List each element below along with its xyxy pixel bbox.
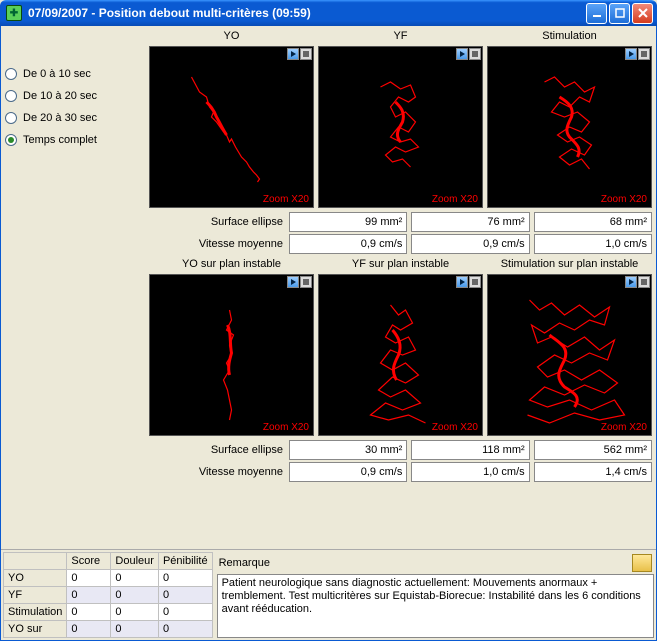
remark-edit-button[interactable] <box>632 554 652 572</box>
zoom-label: Zoom X20 <box>601 194 647 205</box>
score-header: Pénibilité <box>158 553 212 570</box>
chart-title: YO sur plan instable <box>149 258 314 272</box>
chart-stop-button[interactable] <box>469 276 481 288</box>
app-icon: ✚ <box>6 5 22 21</box>
time-option-label: De 0 à 10 sec <box>23 68 91 80</box>
score-cell: 0 <box>111 621 159 638</box>
chart-play-button[interactable] <box>287 48 299 60</box>
chart-play-button[interactable] <box>456 48 468 60</box>
vitesse-value: 0,9 cm/s <box>289 234 407 254</box>
score-cell: 0 <box>67 604 111 621</box>
window-titlebar: ✚ 07/09/2007 - Position debout multi-cri… <box>0 0 657 26</box>
surface-value: 76 mm² <box>411 212 529 232</box>
minimize-button[interactable] <box>586 3 607 24</box>
vitesse-label: Vitesse moyenne <box>149 234 283 254</box>
score-row-label: YF <box>4 587 67 604</box>
radio-icon <box>5 134 17 146</box>
vitesse-value: 1,0 cm/s <box>411 462 529 482</box>
time-option-2[interactable]: De 20 à 30 sec <box>5 112 145 124</box>
score-cell: 0 <box>67 570 111 587</box>
zoom-label: Zoom X20 <box>432 194 478 205</box>
stabilogram-chart: Zoom X20 <box>487 274 652 436</box>
window-title: 07/09/2007 - Position debout multi-critè… <box>28 6 311 20</box>
radio-icon <box>5 90 17 102</box>
score-header: Douleur <box>111 553 159 570</box>
chart-stop-button[interactable] <box>300 276 312 288</box>
time-option-1[interactable]: De 10 à 20 sec <box>5 90 145 102</box>
score-cell: 0 <box>158 587 212 604</box>
surface-value: 562 mm² <box>534 440 652 460</box>
stabilogram-chart: Zoom X20 <box>318 46 483 208</box>
vitesse-value: 0,9 cm/s <box>411 234 529 254</box>
zoom-label: Zoom X20 <box>263 422 309 433</box>
score-cell: 0 <box>158 621 212 638</box>
surface-value: 30 mm² <box>289 440 407 460</box>
radio-icon <box>5 68 17 80</box>
chart-play-button[interactable] <box>625 276 637 288</box>
remark-text: Patient neurologique sans diagnostic act… <box>217 574 654 638</box>
chart-stop-button[interactable] <box>638 48 650 60</box>
score-row-label: YO sur <box>4 621 67 638</box>
time-option-label: Temps complet <box>23 134 97 146</box>
score-row-label: Stimulation <box>4 604 67 621</box>
vitesse-value: 1,0 cm/s <box>534 234 652 254</box>
zoom-label: Zoom X20 <box>263 194 309 205</box>
time-option-label: De 20 à 30 sec <box>23 112 97 124</box>
vitesse-label: Vitesse moyenne <box>149 462 283 482</box>
score-header <box>4 553 67 570</box>
score-cell: 0 <box>67 621 111 638</box>
vitesse-value: 1,4 cm/s <box>534 462 652 482</box>
score-cell: 0 <box>111 570 159 587</box>
chart-title: Stimulation sur plan instable <box>487 258 652 272</box>
chart-title: Stimulation <box>487 30 652 44</box>
stabilogram-chart: Zoom X20 <box>149 46 314 208</box>
chart-stop-button[interactable] <box>469 48 481 60</box>
score-cell: 0 <box>158 604 212 621</box>
score-cell: 0 <box>67 587 111 604</box>
score-table: ScoreDouleurPénibilitéYO000YF000Stimulat… <box>3 552 213 638</box>
time-range-sidebar: De 0 à 10 sec De 10 à 20 sec De 20 à 30 se… <box>5 30 145 545</box>
surface-label: Surface ellipse <box>149 440 283 460</box>
zoom-label: Zoom X20 <box>432 422 478 433</box>
score-cell: 0 <box>111 587 159 604</box>
zoom-label: Zoom X20 <box>601 422 647 433</box>
time-option-3[interactable]: Temps complet <box>5 134 145 146</box>
score-cell: 0 <box>158 570 212 587</box>
radio-icon <box>5 112 17 124</box>
stabilogram-chart: Zoom X20 <box>487 46 652 208</box>
remark-label: Remarque <box>219 557 270 569</box>
surface-value: 118 mm² <box>411 440 529 460</box>
chart-title: YF <box>318 30 483 44</box>
maximize-button[interactable] <box>609 3 630 24</box>
score-cell: 0 <box>111 604 159 621</box>
chart-play-button[interactable] <box>456 276 468 288</box>
surface-value: 68 mm² <box>534 212 652 232</box>
score-header: Score <box>67 553 111 570</box>
close-button[interactable] <box>632 3 653 24</box>
surface-value: 99 mm² <box>289 212 407 232</box>
chart-title: YF sur plan instable <box>318 258 483 272</box>
surface-label: Surface ellipse <box>149 212 283 232</box>
chart-stop-button[interactable] <box>300 48 312 60</box>
stabilogram-chart: Zoom X20 <box>318 274 483 436</box>
time-option-label: De 10 à 20 sec <box>23 90 97 102</box>
time-option-0[interactable]: De 0 à 10 sec <box>5 68 145 80</box>
chart-play-button[interactable] <box>625 48 637 60</box>
score-row-label: YO <box>4 570 67 587</box>
chart-title: YO <box>149 30 314 44</box>
stabilogram-chart: Zoom X20 <box>149 274 314 436</box>
vitesse-value: 0,9 cm/s <box>289 462 407 482</box>
chart-stop-button[interactable] <box>638 276 650 288</box>
chart-play-button[interactable] <box>287 276 299 288</box>
